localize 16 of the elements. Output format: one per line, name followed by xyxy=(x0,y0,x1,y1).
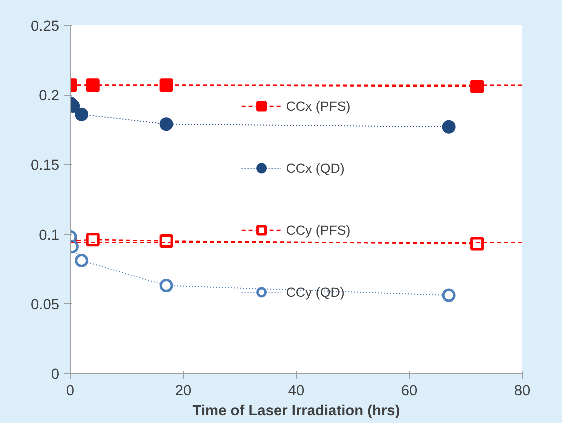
y-tick-label: 0.25 xyxy=(30,19,60,35)
y-tick-label: 0.2 xyxy=(39,88,60,105)
legend-label: CCx (QD) xyxy=(286,160,345,176)
x-tick-label: 20 xyxy=(175,384,192,400)
legend-label: CCy (PFS) xyxy=(286,222,351,238)
y-tick-label: 0 xyxy=(51,367,60,383)
y-tick-label: 0.1 xyxy=(39,228,60,244)
y-tick-label: 0.05 xyxy=(30,297,60,314)
x-axis-title: Time of Laser Irradiation (hrs) xyxy=(192,404,400,420)
legend-label: CCx (PFS) xyxy=(286,98,351,114)
x-tick-label: 60 xyxy=(401,384,418,400)
legend-label: CCy (QD) xyxy=(286,284,345,300)
x-tick-label: 0 xyxy=(66,384,75,400)
y-tick-label: 0.15 xyxy=(30,158,60,174)
x-tick-label: 40 xyxy=(288,384,305,400)
x-tick-label: 80 xyxy=(514,384,531,400)
